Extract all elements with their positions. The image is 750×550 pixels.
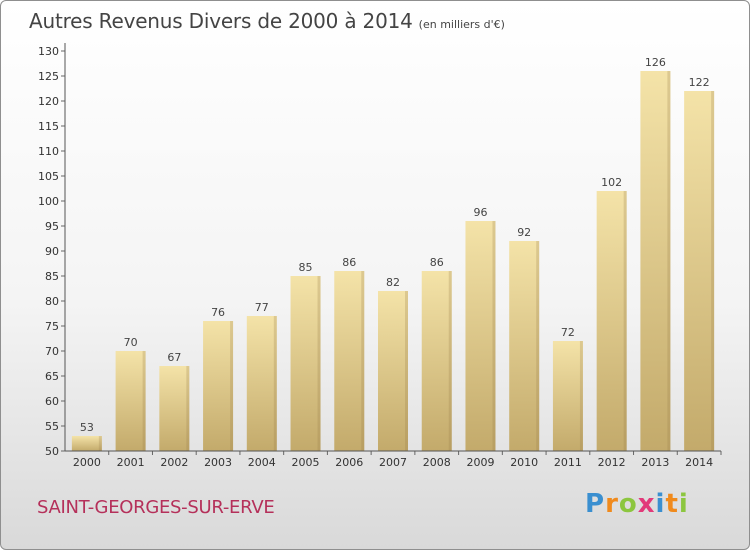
- data-label-2003: 76: [211, 306, 225, 319]
- y-tick-label-115: 115: [38, 120, 59, 133]
- bar-2009: [465, 221, 496, 451]
- y-tick-label-55: 55: [45, 420, 59, 433]
- y-tick-label-100: 100: [38, 195, 59, 208]
- x-tick-label-2008: 2008: [423, 456, 451, 469]
- bar-2014: [684, 91, 715, 451]
- logo-letter: i: [655, 489, 666, 519]
- y-tick-label-85: 85: [45, 270, 59, 283]
- title-text: Autres Revenus Divers de 2000 à 2014: [29, 9, 413, 33]
- bar-2007: [378, 291, 408, 451]
- bar-2002: [159, 366, 190, 451]
- bar-shade-2007: [405, 291, 408, 451]
- data-label-2000: 53: [80, 421, 94, 434]
- bar-shade-2002: [186, 366, 190, 451]
- data-label-2013: 126: [645, 56, 666, 69]
- bars-group: 53 70 67 76 77 85 86 82 86 96 92 72 102 126 122: [71, 56, 715, 451]
- bar-shade-2004: [273, 316, 277, 451]
- y-tick-label-70: 70: [45, 345, 59, 358]
- bar-shade-2010: [536, 241, 540, 451]
- commune-name: SAINT-GEORGES-SUR-ERVE: [37, 497, 275, 518]
- bar-shade-2000: [98, 436, 102, 451]
- y-tick-label-65: 65: [45, 370, 59, 383]
- data-label-2004: 77: [255, 301, 269, 314]
- x-tick-label-2004: 2004: [248, 456, 276, 469]
- logo-letter: x: [637, 489, 656, 519]
- bar-shade-2013: [667, 71, 671, 451]
- y-tick-label-95: 95: [45, 220, 59, 233]
- x-tick-label-2007: 2007: [379, 456, 407, 469]
- data-label-2014: 122: [689, 76, 710, 89]
- y-tick-label-130: 130: [38, 45, 59, 58]
- bar-shade-2014: [711, 91, 715, 451]
- x-tick-label-2010: 2010: [510, 456, 538, 469]
- bar-shade-2009: [492, 221, 496, 451]
- data-label-2005: 85: [299, 261, 313, 274]
- bar-2006: [334, 271, 365, 451]
- bar-shade-2001: [142, 351, 146, 451]
- logo-letter: r: [605, 489, 619, 519]
- logo-letter: i: [678, 489, 689, 519]
- bar-2000: [71, 436, 102, 451]
- bar-2011: [552, 341, 583, 451]
- logo-letter: o: [618, 489, 638, 519]
- data-label-2012: 102: [601, 176, 622, 189]
- chart-subtitle: (en milliers d'€): [418, 18, 505, 31]
- y-tick-label-50: 50: [45, 445, 59, 458]
- data-label-2007: 82: [386, 276, 400, 289]
- x-tick-label-2012: 2012: [598, 456, 626, 469]
- bar-shade-2003: [230, 321, 234, 451]
- x-tick-label-2011: 2011: [554, 456, 582, 469]
- bar-2013: [640, 71, 671, 451]
- data-label-2006: 86: [342, 256, 356, 269]
- data-label-2008: 86: [430, 256, 444, 269]
- y-tick-label-75: 75: [45, 320, 59, 333]
- bar-shade-2005: [317, 276, 321, 451]
- logo-letter: P: [585, 489, 606, 519]
- bar-2008: [421, 271, 452, 451]
- y-tick-label-80: 80: [45, 295, 59, 308]
- data-label-2009: 96: [473, 206, 487, 219]
- x-tick-label-2005: 2005: [292, 456, 320, 469]
- bar-2010: [509, 241, 540, 451]
- proxiti-logo: Proxiti: [585, 489, 689, 519]
- x-tick-label-2001: 2001: [117, 456, 145, 469]
- x-tick-label-2002: 2002: [160, 456, 188, 469]
- bar-shade-2012: [623, 191, 627, 451]
- bar-2005: [290, 276, 321, 451]
- x-tick-label-2000: 2000: [73, 456, 101, 469]
- bar-shade-2006: [361, 271, 365, 451]
- bar-shade-2011: [579, 341, 583, 451]
- y-tick-label-105: 105: [38, 170, 59, 183]
- x-tick-label-2009: 2009: [466, 456, 494, 469]
- chart-title: Autres Revenus Divers de 2000 à 2014 (en …: [29, 9, 505, 33]
- bar-2003: [203, 321, 234, 451]
- bar-2001: [115, 351, 146, 451]
- y-tick-label-90: 90: [45, 245, 59, 258]
- y-tick-label-60: 60: [45, 395, 59, 408]
- y-tick-label-120: 120: [38, 95, 59, 108]
- data-label-2010: 92: [517, 226, 531, 239]
- y-tick-label-125: 125: [38, 70, 59, 83]
- bar-2004: [246, 316, 277, 451]
- x-tick-label-2013: 2013: [641, 456, 669, 469]
- bar-2012: [596, 191, 627, 451]
- bar-shade-2008: [448, 271, 452, 451]
- x-tick-label-2003: 2003: [204, 456, 232, 469]
- data-label-2001: 70: [124, 336, 138, 349]
- data-label-2002: 67: [167, 351, 181, 364]
- logo-letter: t: [665, 489, 679, 519]
- y-tick-label-110: 110: [38, 145, 59, 158]
- axes-group: 2000 2001 2002 2003 2004 2005 2006 2007 2008 2009…: [38, 43, 722, 469]
- data-label-2011: 72: [561, 326, 575, 339]
- x-tick-label-2006: 2006: [335, 456, 363, 469]
- x-tick-label-2014: 2014: [685, 456, 713, 469]
